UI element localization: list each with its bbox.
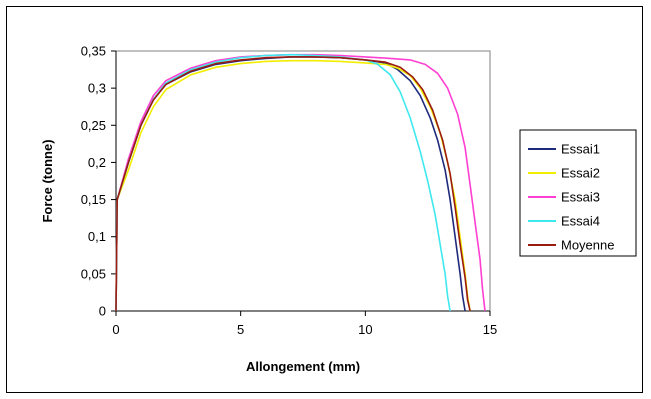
legend-label: Essai4 bbox=[561, 214, 600, 229]
y-axis-title: Force (tonne) bbox=[40, 139, 55, 222]
x-axis: 0 5 10 15 bbox=[112, 310, 497, 337]
x-axis-title: Allongement (mm) bbox=[246, 359, 360, 374]
legend-label: Essai2 bbox=[561, 166, 600, 181]
y-tick-label: 0,35 bbox=[81, 44, 106, 59]
legend-label: Essai3 bbox=[561, 190, 600, 205]
y-axis: 0 0,05 0,1 0,15 0,2 0,25 0,3 0,35 bbox=[81, 44, 117, 319]
y-tick-label: 0,05 bbox=[81, 266, 106, 281]
x-tick-label: 0 bbox=[112, 322, 119, 337]
x-tick-label: 5 bbox=[237, 322, 244, 337]
legend-label: Moyenne bbox=[561, 238, 614, 253]
series-lines bbox=[115, 53, 486, 312]
x-tick-label: 15 bbox=[483, 322, 497, 337]
y-tick-label: 0,15 bbox=[81, 192, 106, 207]
x-tick-label: 10 bbox=[358, 322, 372, 337]
y-tick-label: 0,25 bbox=[81, 118, 106, 133]
legend-box bbox=[519, 129, 637, 257]
series-line-essai3 bbox=[115, 53, 486, 312]
plot-area bbox=[115, 50, 491, 312]
legend-label: Essai1 bbox=[561, 142, 600, 157]
y-tick-label: 0,3 bbox=[88, 81, 106, 96]
legend: Essai1 Essai2 Essai3 Essai4 Moyenne bbox=[519, 129, 637, 257]
y-tick-label: 0 bbox=[99, 304, 106, 319]
series-line-moyenne bbox=[115, 56, 471, 312]
y-tick-label: 0,2 bbox=[88, 155, 106, 170]
y-tick-label: 0,1 bbox=[88, 229, 106, 244]
